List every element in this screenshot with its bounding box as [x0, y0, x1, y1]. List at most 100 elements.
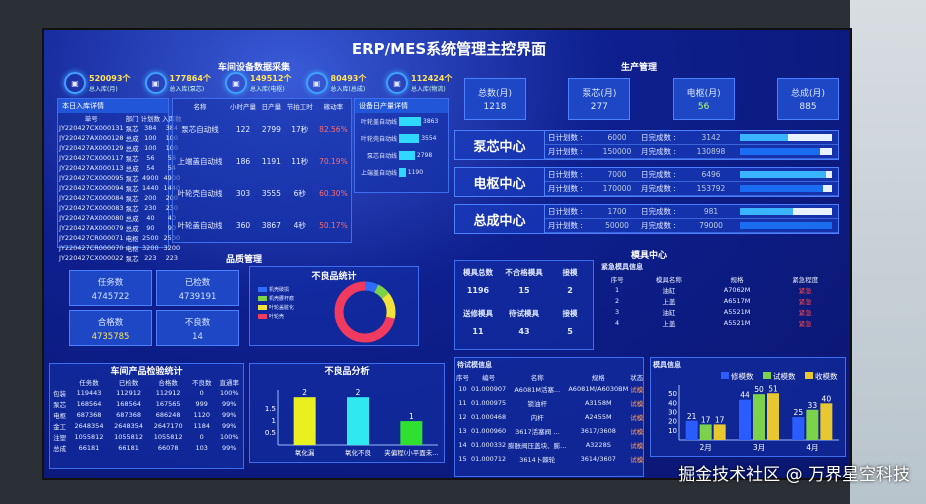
progress-bar: [740, 222, 832, 229]
daily-bar-value: 1190: [407, 169, 424, 176]
data-label: 17: [715, 415, 725, 424]
quality-cards: 任务数 4745722 已检数 4739191 合格数 4735785 不良数 14: [69, 270, 239, 346]
table-cell: 试模: [630, 428, 644, 436]
table-row: JY220427CX000094泵芯14401440: [58, 183, 183, 193]
data-label: 50: [754, 385, 764, 394]
x-tick-label: 3月: [753, 443, 765, 452]
table-cell: 303: [235, 188, 251, 198]
kpi-item: ▣ 112424个 总入库(物流): [386, 70, 464, 96]
table-cell: 3867: [261, 220, 281, 230]
table-cell: A5521M: [723, 318, 751, 327]
daily-bar-row: 上端盖自动线 1190: [355, 164, 448, 181]
day-row: 日计划数 : 1700 日完成数 : 981: [545, 205, 838, 219]
done-value: 153792: [696, 184, 726, 193]
table-header: 名称 小时产量 日产量 节拍工时 稼动率: [173, 99, 351, 113]
pending-table: 序号 编号 名称 规格 状态 10 01.000907 A6081M活塞... A6081M/A…: [455, 372, 644, 466]
card-value: 1218: [483, 102, 507, 112]
stat-value: 5: [567, 327, 573, 336]
mould-stat: 不合格模具 15: [501, 267, 547, 305]
table-cell: 384: [161, 123, 183, 133]
done-label: 日完成数 :: [641, 207, 676, 216]
progress-fill: [740, 185, 823, 192]
kpi-value: 80493个: [330, 74, 367, 83]
donut-slice: [364, 281, 379, 293]
table-cell: 2799: [261, 124, 281, 134]
mould-stat: 送修模具 11: [455, 308, 501, 346]
table-cell: 泵芯: [125, 255, 139, 263]
daily-bar-row: 叶轮盖自动线 3863: [355, 113, 448, 130]
production-total-card: 泵芯(月) 277: [568, 78, 631, 120]
kpi-label: 总入库(总成): [330, 86, 366, 93]
table-cell: 4: [615, 318, 620, 327]
table-cell: JY220427AX000113: [59, 164, 124, 172]
table-row: 注塑 1055812 1055812 1055812 0 100%: [50, 431, 243, 442]
table-cell: 112912: [155, 388, 181, 397]
table-cell: 总成: [53, 444, 67, 453]
plan-value: 50000: [605, 221, 629, 230]
table-cell: 230: [144, 204, 157, 212]
table-cell: 泵芯: [125, 125, 139, 133]
table-cell: 泵芯: [125, 195, 139, 203]
urgent-title: 紧急模具信息: [601, 263, 643, 271]
table-cell: 总成: [125, 165, 139, 173]
column-header: 名称: [530, 374, 544, 382]
column-header: 模具名称: [655, 276, 682, 284]
table-cell: 3: [615, 307, 620, 316]
center-name: 电枢中心: [455, 168, 545, 196]
table-cell: 试模: [630, 400, 644, 408]
table-cell: A6081M/A6030BM: [568, 385, 629, 393]
column-header: 规格: [591, 374, 605, 382]
table-cell: 上盖: [662, 319, 676, 328]
card-label: 电枢(月): [686, 89, 721, 99]
column-header: 状态: [630, 374, 644, 382]
pending-panel: 待试模信息 序号 编号 名称 规格 状态 10 01.000907 A6081M活塞... A6…: [454, 357, 644, 477]
table-row: JY220427CR000071电枢25002500: [58, 233, 183, 243]
card-value: 277: [590, 102, 608, 112]
table-cell: 泵芯: [125, 185, 139, 193]
table-header: 单号 部门计划数入库数: [58, 113, 183, 123]
table-cell: JY220427CX000094: [59, 184, 124, 192]
plan-value: 150000: [602, 147, 632, 156]
table-cell: 总成: [125, 145, 139, 153]
table-cell: 叶轮壳自动线: [177, 188, 223, 198]
daily-bar-value: 2798: [416, 152, 433, 159]
daily-bar: [399, 168, 406, 177]
stat-value: 2: [567, 286, 573, 295]
mould-stat: 接模 2: [547, 267, 593, 305]
table-cell: JY220427CX000022: [59, 254, 124, 262]
table-cell: 01.000332: [471, 441, 507, 449]
table-cell: 223: [165, 254, 179, 262]
table-cell: JY220427AX000080: [59, 214, 124, 222]
progress-fill: [740, 134, 788, 141]
table-cell: 包装: [53, 389, 67, 398]
table-cell: JY220427CR000070: [59, 244, 124, 252]
daily-bar-label: 叶轮盖自动线: [360, 119, 397, 126]
table-row: 总成 66181 66181 66078 103 99%: [50, 442, 243, 453]
column-header: 计划数: [140, 115, 161, 123]
table-cell: 3555: [261, 188, 281, 198]
table-cell: 3200: [163, 244, 181, 252]
table-cell: 60.30%: [319, 188, 348, 198]
table-cell: 167565: [155, 399, 181, 408]
watermark: 掘金技术社区 @ 万界星空科技: [678, 465, 910, 485]
urgent-table: 序号 模具名称 规格 紧急程度 1 油缸 A7062M 紧急 2 上盖 A6517M 紧急 3 油缸 A55…: [599, 274, 839, 328]
y-tick-label: 1.5: [265, 405, 276, 413]
data-label: 51: [768, 384, 778, 393]
table-row: 泵芯 168564 168564 167565 999 99%: [50, 398, 243, 409]
table-row: 包装 119443 112912 112912 0 100%: [50, 387, 243, 398]
table-cell: JY220427AX000129: [59, 144, 124, 152]
progress-fill: [740, 148, 821, 155]
bar: [739, 399, 751, 440]
table-cell: 3614/3607: [580, 455, 616, 463]
table-row: 11 01.000975 锁油杆 A3158M 试模: [455, 396, 644, 410]
mould-info-panel: 模具信息 10 20 30 40 50 2月 21 17 17 3月 44 50 51 4月 25 33 40 修…: [650, 357, 846, 457]
table-row: 10 01.000907 A6081M活塞... A6081M/A6030BM 试模: [455, 382, 644, 396]
kpi-value: 520093个: [89, 74, 131, 83]
table-row: 3 油缸 A5521M 紧急: [599, 306, 839, 317]
card-value: 56: [697, 102, 710, 112]
table-cell: 70.19%: [319, 156, 348, 166]
page-title: ERP/MES系统管理主控界面: [351, 40, 547, 58]
column-header: 序号: [610, 276, 624, 284]
